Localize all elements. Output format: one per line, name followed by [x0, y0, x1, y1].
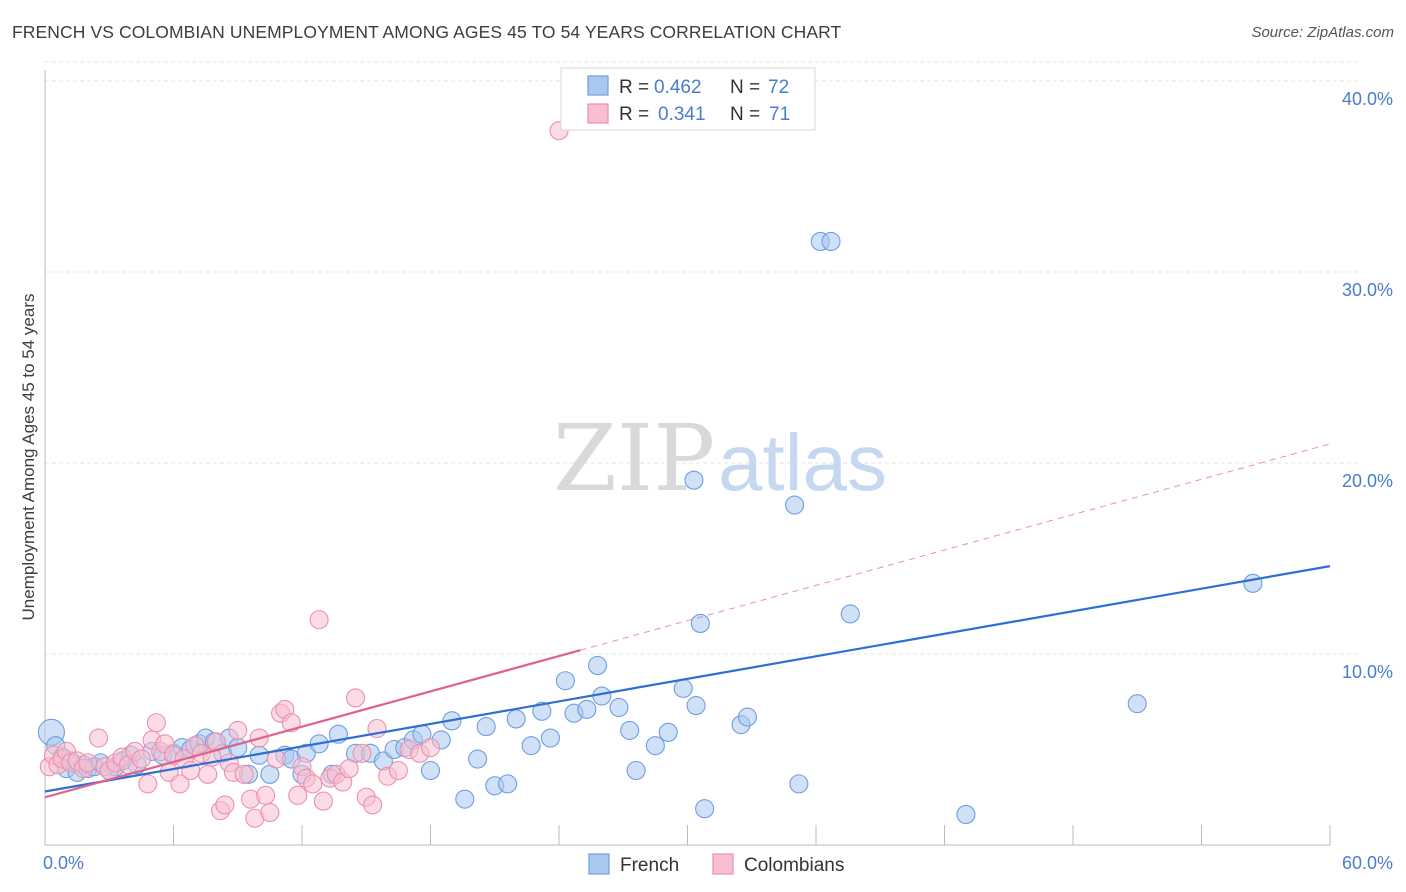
french-point-78	[1127, 694, 1147, 714]
legend-n-value-french: 72	[768, 77, 789, 98]
colombians-point-56	[339, 759, 359, 779]
colombians-point-9	[88, 728, 109, 748]
bottom-legend-french: French	[620, 855, 679, 876]
colombians-point-60	[363, 795, 383, 815]
french-point-72	[785, 495, 805, 515]
french-trend-line	[44, 565, 1331, 793]
french-point-73	[789, 774, 809, 794]
colombians-trend-line	[44, 649, 581, 799]
french-point-61	[620, 720, 640, 740]
colombians-point-66	[420, 738, 441, 758]
colombians-point-16	[131, 749, 151, 769]
french-point-43	[420, 760, 441, 781]
legend-n-label-colombians: N =	[730, 104, 760, 125]
colombians-point-63	[388, 760, 408, 781]
watermark: ZIP atlas	[553, 405, 887, 512]
colombians-point-24	[170, 774, 190, 794]
french-point-63	[645, 736, 665, 756]
french-point-53	[532, 701, 552, 721]
colombians-trend-extension	[580, 443, 1331, 651]
bottom-legend: French Colombians	[588, 853, 844, 876]
french-point-47	[468, 749, 488, 769]
french-point-60	[609, 697, 629, 718]
french-point-68	[690, 613, 710, 633]
legend-r-value-colombians: 0.341	[658, 104, 706, 125]
colombians-point-51	[309, 610, 329, 630]
x-tick-label-0: 0.0%	[43, 853, 84, 873]
chart-title: FRENCH VS COLOMBIAN UNEMPLOYMENT AMONG A…	[12, 22, 842, 42]
trend-lines	[44, 443, 1331, 799]
french-point-69	[695, 799, 715, 819]
colombians-point-8	[78, 753, 98, 773]
source-label: Source: ZipAtlas.com	[1251, 24, 1394, 41]
french-point-71	[737, 707, 758, 727]
bottom-legend-colombians: Colombians	[744, 855, 844, 876]
french-point-54	[540, 728, 560, 748]
french-point-65	[673, 678, 693, 698]
y-tick-label-2: 30.0%	[1342, 280, 1393, 300]
x-tick-label-1: 60.0%	[1342, 853, 1393, 873]
french-point-52	[521, 736, 541, 756]
colombians-point-58	[352, 743, 372, 763]
grid-lines	[45, 61, 1360, 655]
data-points	[37, 121, 1263, 828]
watermark-zip: ZIP	[553, 405, 715, 512]
french-point-62	[626, 760, 646, 781]
french-point-58	[587, 655, 608, 676]
y-tick-label-3: 40.0%	[1342, 89, 1393, 109]
french-point-51	[506, 709, 526, 729]
french-point-77	[956, 804, 976, 824]
colombians-point-57	[345, 688, 366, 708]
legend: R = 0.462 N = 72 R = 0.341 N = 71	[560, 67, 816, 131]
bottom-legend-swatch-french	[588, 853, 610, 875]
french-point-55	[555, 671, 575, 691]
colombians-point-50	[303, 774, 323, 794]
legend-n-value-colombians: 71	[769, 104, 790, 125]
legend-r-label-french: R =	[619, 77, 649, 98]
french-point-48	[476, 717, 496, 737]
french-point-64	[658, 722, 678, 742]
colombians-point-36	[228, 720, 248, 740]
french-point-67	[684, 470, 704, 490]
french-point-46	[455, 789, 475, 809]
legend-swatch-colombians	[587, 103, 609, 124]
colombians-point-33	[215, 795, 235, 815]
tick-labels: 10.0% 20.0% 30.0% 40.0% 0.0% 60.0%	[43, 89, 1393, 873]
french-point-76	[840, 604, 860, 624]
colombians-point-19	[146, 713, 166, 733]
bottom-legend-swatch-colombians	[712, 853, 734, 875]
french-point-57	[577, 699, 597, 719]
colombians-point-29	[198, 764, 218, 784]
legend-swatch-french	[587, 75, 609, 96]
french-point-75	[821, 231, 841, 251]
axes	[44, 70, 1331, 846]
french-point-79	[1243, 573, 1263, 593]
watermark-atlas: atlas	[718, 418, 887, 507]
colombians-point-41	[256, 785, 276, 805]
colombians-point-17	[138, 774, 158, 794]
colombians-point-37	[234, 764, 254, 784]
french-point-66	[686, 696, 706, 716]
legend-r-value-french: 0.462	[654, 77, 702, 98]
french-point-50	[498, 774, 518, 794]
colombians-point-47	[288, 785, 308, 805]
y-axis-label: Unemployment Among Ages 45 to 54 years	[19, 294, 38, 621]
colombians-point-42	[260, 802, 280, 823]
legend-n-label-french: N =	[730, 77, 760, 98]
colombians-point-52	[313, 791, 333, 811]
y-tick-label-1: 20.0%	[1342, 471, 1393, 491]
y-tick-label-0: 10.0%	[1342, 662, 1393, 682]
legend-r-label-colombians: R =	[619, 104, 649, 125]
